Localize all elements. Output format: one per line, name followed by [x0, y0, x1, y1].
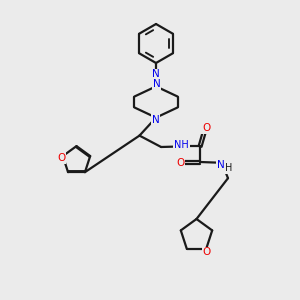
- Text: O: O: [176, 158, 184, 168]
- Text: O: O: [202, 123, 210, 133]
- Text: O: O: [203, 248, 211, 257]
- Text: N: N: [153, 79, 160, 89]
- Text: N: N: [217, 160, 225, 170]
- Text: H: H: [225, 163, 232, 173]
- Text: N: N: [152, 115, 159, 125]
- Text: O: O: [57, 153, 65, 163]
- Text: NH: NH: [174, 140, 189, 150]
- Text: N: N: [152, 69, 160, 80]
